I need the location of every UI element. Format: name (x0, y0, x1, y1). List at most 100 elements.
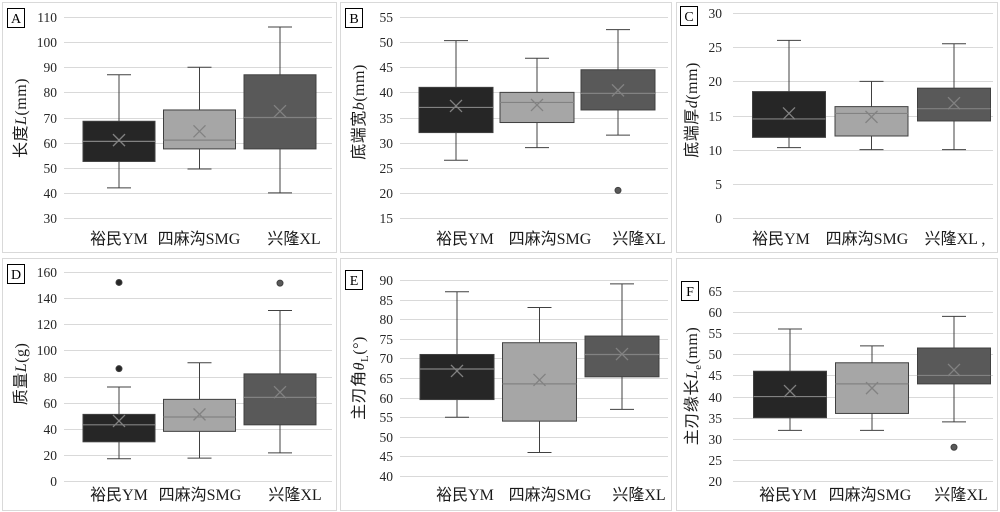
y-tick-label: 5 (715, 177, 722, 192)
mean-marker-stroke-b (273, 385, 287, 399)
mean-marker-stroke-b (865, 381, 879, 395)
outlier-point (115, 365, 123, 373)
y-axis-title-variable: d (684, 99, 701, 108)
mean-marker-stroke-b (611, 83, 625, 97)
mean-marker (112, 133, 126, 147)
panel-label-group: C (680, 6, 698, 26)
panel-label-box (345, 8, 363, 28)
y-axis-title-unit: (mm) (351, 64, 368, 102)
mean-marker (615, 347, 629, 361)
y-tick-label: 30 (709, 6, 723, 21)
mean-marker (193, 407, 206, 421)
panel-label-group: A (7, 8, 25, 28)
y-tick-label: 25 (380, 161, 394, 176)
outlier-point (950, 443, 958, 451)
mean-marker-stroke-b (782, 106, 796, 120)
y-tick-label: 100 (37, 35, 58, 50)
y-tick-label: 40 (380, 469, 394, 484)
box-iqr (499, 91, 575, 124)
y-tick-label: 40 (44, 186, 58, 201)
y-tick-label: 80 (380, 312, 394, 327)
y-tick-label: 20 (380, 186, 394, 201)
mean-marker-stroke-b (112, 133, 126, 147)
box-plot-1 (752, 39, 826, 149)
panel-f: 65 60 55 50 45 40 35 30 25 20 F 主刃缘长Le(mm) 裕民YM 四麻沟SM… (676, 258, 998, 511)
mean-marker-stroke-b (530, 98, 544, 112)
mean-marker-stroke-b (533, 373, 546, 387)
category-label: 兴隆XL , (925, 230, 986, 248)
category-label: 兴隆XL (612, 486, 665, 504)
mean-marker-stroke-b (449, 99, 463, 113)
mean-marker (449, 99, 463, 113)
box-iqr (834, 106, 909, 137)
box-plot-3 (580, 29, 656, 194)
y-tick-label: 30 (44, 211, 58, 226)
y-tick-label: 120 (37, 317, 58, 332)
y-tick-label: 65 (380, 371, 394, 386)
y-tick-label: 100 (37, 343, 58, 358)
mean-marker (865, 381, 879, 395)
y-tick-label: 70 (44, 111, 58, 126)
y-tick-label: 25 (709, 453, 723, 468)
mean-marker-stroke-b (112, 414, 126, 428)
y-axis-title: 主刃角θL(°) (350, 336, 371, 420)
y-tick-label: 160 (37, 265, 58, 280)
y-axis-title-variable: θ (351, 362, 368, 370)
mean-marker (947, 96, 961, 110)
mean-marker-stroke-b (947, 96, 961, 110)
y-axis-title: 质量L(g) (12, 343, 30, 406)
box-plot-2 (502, 306, 577, 453)
box-plot-2 (163, 362, 236, 459)
box-plot-3 (917, 315, 991, 451)
mean-marker (273, 104, 287, 118)
chart-frame (340, 2, 672, 253)
y-tick-label: 40 (709, 390, 723, 405)
box-iqr (752, 91, 826, 138)
mean-marker (947, 363, 961, 377)
y-tick-label: 30 (709, 432, 723, 447)
y-axis-title-variable: L (13, 116, 30, 126)
mean-marker (112, 414, 126, 428)
box-iqr (418, 86, 494, 134)
box-iqr (243, 373, 317, 426)
mean-marker (193, 124, 206, 138)
mean-marker (783, 384, 797, 398)
panel-label: A (11, 12, 22, 27)
box-iqr (163, 398, 236, 432)
y-tick-label: 50 (709, 347, 723, 362)
box-plot-1 (419, 291, 495, 418)
panel-label-group: B (345, 8, 363, 28)
box-plot-1 (418, 40, 494, 161)
mean-marker-stroke-b (450, 364, 464, 378)
box-iqr (502, 342, 577, 422)
y-tick-label: 0 (715, 211, 722, 226)
panel-label: F (686, 285, 694, 300)
panel-e: 90 85 80 75 70 65 60 55 50 45 40 E 主刃角θL(°) 裕民YM 四麻沟SM… (340, 258, 672, 511)
box-iqr (753, 370, 827, 419)
category-label: 四麻沟SMG (158, 230, 241, 248)
y-tick-label: 45 (709, 368, 723, 383)
panel-c: 30 25 20 15 10 5 0 C 底端厚d(mm) 裕民YM 四麻沟SMG 兴隆XL , (676, 2, 998, 253)
mean-marker-stroke-b (783, 384, 797, 398)
panel-label: D (11, 268, 21, 283)
y-tick-label: 90 (44, 60, 58, 75)
mean-marker (450, 364, 464, 378)
panel-label: B (349, 12, 358, 27)
mean-marker (611, 83, 625, 97)
category-label: 四麻沟SMG (509, 486, 592, 504)
y-tick-label: 65 (709, 284, 723, 299)
panel-d: 160 140 120 100 80 60 40 20 0 D 质量L(g) 裕民YM 四麻沟SMG 兴隆… (2, 258, 337, 511)
y-tick-label: 50 (380, 430, 394, 445)
y-axis-title-subscript: L (359, 355, 371, 362)
box-plot-3 (243, 26, 317, 194)
category-label: 兴隆XL (612, 230, 665, 248)
y-axis-title-text: 长度 (12, 125, 30, 158)
y-tick-label: 60 (44, 396, 58, 411)
category-label: 裕民YM (90, 230, 148, 248)
y-tick-label: 70 (380, 351, 394, 366)
y-tick-label: 60 (709, 305, 723, 320)
box-plot-2 (499, 57, 575, 149)
y-tick-label: 60 (380, 391, 394, 406)
box-plot-2 (835, 345, 909, 431)
